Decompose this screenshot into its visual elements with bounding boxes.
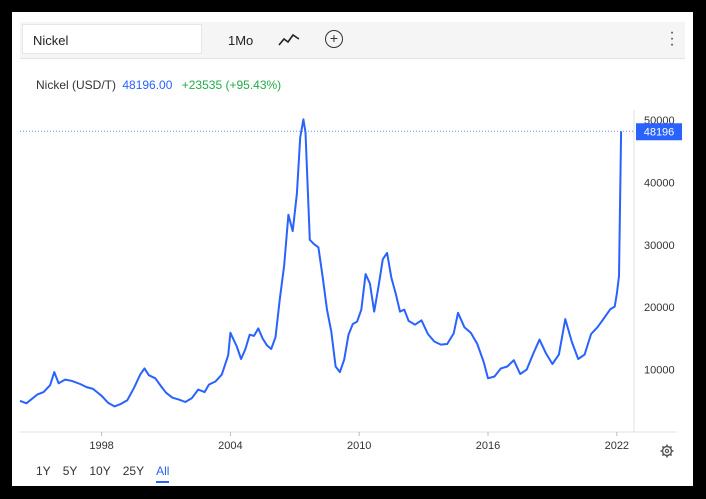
x-tick-label: 2016 [476, 440, 500, 452]
range-button-25y[interactable]: 25Y [122, 464, 145, 478]
x-tick-label: 2004 [218, 440, 242, 452]
legend-change: +23535 (+95.43%) [181, 78, 282, 92]
range-button-10y[interactable]: 10Y [89, 464, 111, 478]
y-tick-label: 20000 [644, 302, 675, 314]
chart-toolbar: Nickel 1Mo + · · · [20, 22, 685, 59]
series-line[interactable] [19, 118, 623, 408]
legend-price: 48196.00 [122, 78, 173, 92]
x-tick-label: 2022 [605, 440, 629, 452]
last-price-badge [636, 123, 682, 141]
line-chart-icon[interactable] [278, 31, 300, 49]
chart-frame: Nickel 1Mo + · · · Nickel (USD/T) 48196.00… [10, 10, 695, 488]
last-price-label: 48196 [644, 126, 675, 138]
legend-symbol-name: Nickel (USD/T) [36, 78, 116, 92]
x-tick-label: 2010 [347, 440, 371, 452]
chart-legend: Nickel (USD/T) 48196.00 +23535 (+95.43%) [36, 78, 281, 92]
gear-icon[interactable] [660, 444, 674, 458]
y-tick-label: 10000 [644, 365, 675, 377]
range-selector: 1Y 5Y 10Y 25Y All [36, 464, 181, 483]
y-tick-label: 30000 [644, 240, 675, 252]
y-tick-label: 40000 [644, 177, 675, 189]
symbol-search-input[interactable]: Nickel [22, 24, 202, 54]
range-button-5y[interactable]: 5Y [62, 464, 78, 478]
x-tick-label: 1998 [89, 440, 113, 452]
range-button-all[interactable]: All [156, 464, 170, 483]
kebab-menu-icon[interactable]: · · · [669, 24, 675, 53]
range-button-1y[interactable]: 1Y [36, 464, 51, 478]
interval-button[interactable]: 1Mo [228, 33, 254, 48]
plus-circle-icon[interactable]: + [325, 30, 343, 48]
